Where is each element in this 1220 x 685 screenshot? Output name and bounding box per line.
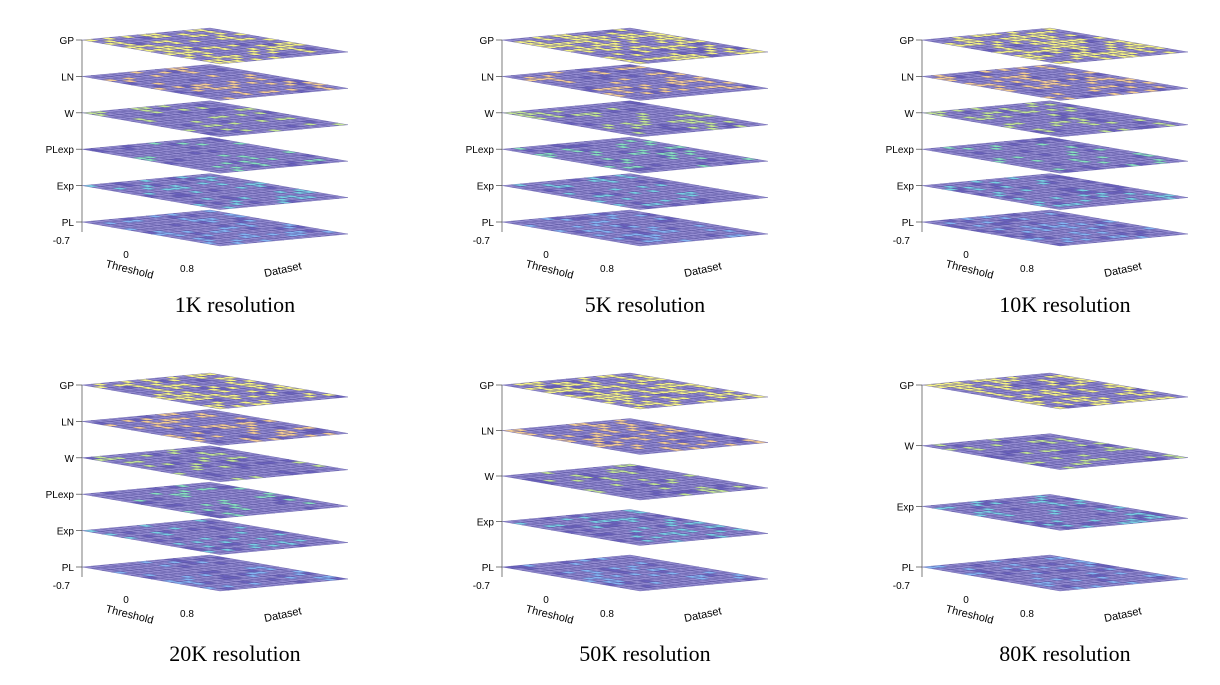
panel-caption: 5K resolution bbox=[495, 292, 795, 318]
x-axis-label: Threshold bbox=[104, 603, 154, 626]
z-tick-label: PL bbox=[902, 218, 915, 229]
z-tick-label: PLexp bbox=[46, 490, 75, 501]
chart-svg: PL Exp PLexp W LN GP -0.7 0 0.8 Threshold Dataset bbox=[870, 10, 1220, 285]
layer-gp bbox=[922, 28, 1188, 64]
x-tick-label: 0.8 bbox=[1020, 264, 1034, 275]
panel-caption: 1K resolution bbox=[85, 292, 385, 318]
layer-plexp bbox=[502, 137, 768, 173]
x-tick-label: 0 bbox=[123, 595, 129, 606]
chart-panel: PL Exp PLexp W LN GP -0.7 0 0.8 Threshold Dataset 2… bbox=[30, 355, 390, 685]
layer-w bbox=[82, 101, 348, 137]
z-tick-label: W bbox=[65, 109, 75, 120]
x-axis-label: Threshold bbox=[524, 258, 574, 281]
x-tick-label: 0 bbox=[963, 250, 969, 261]
z-tick-label: LN bbox=[61, 72, 74, 83]
layer-plexp bbox=[922, 137, 1188, 173]
layer-exp bbox=[82, 174, 348, 210]
layer-exp bbox=[502, 174, 768, 210]
layer-ln bbox=[922, 64, 1188, 100]
y-axis-label: Dataset bbox=[263, 260, 303, 280]
layer-plexp bbox=[82, 482, 348, 518]
layer-plexp bbox=[82, 137, 348, 173]
z-tick-label: LN bbox=[481, 72, 494, 83]
layer-w bbox=[502, 101, 768, 137]
z-tick-label: GP bbox=[60, 381, 75, 392]
x-tick-label: 0.8 bbox=[600, 264, 614, 275]
z-tick-label: W bbox=[65, 454, 75, 465]
z-tick-label: Exp bbox=[477, 182, 495, 193]
x-tick-label: -0.7 bbox=[473, 236, 491, 247]
x-tick-label: 0.8 bbox=[180, 609, 194, 620]
y-axis-label: Dataset bbox=[683, 260, 723, 280]
z-tick-label: PLexp bbox=[46, 145, 75, 156]
y-axis-label: Dataset bbox=[1103, 260, 1143, 280]
z-tick-label: PL bbox=[62, 563, 75, 574]
chart-panel: PL Exp PLexp W LN GP -0.7 0 0.8 Threshold Dataset 5… bbox=[450, 10, 810, 340]
layer-gp bbox=[502, 28, 768, 64]
z-tick-label: LN bbox=[901, 72, 914, 83]
chart-panel: PL Exp PLexp W LN GP -0.7 0 0.8 Threshold Dataset 1… bbox=[30, 10, 390, 340]
z-tick-label: Exp bbox=[897, 182, 915, 193]
z-tick-label: Exp bbox=[57, 182, 75, 193]
layer-pl bbox=[922, 210, 1188, 246]
layer-gp bbox=[82, 373, 348, 409]
chart-svg: PL Exp PLexp W LN GP -0.7 0 0.8 Threshold Dataset bbox=[30, 10, 390, 285]
x-tick-label: -0.7 bbox=[893, 236, 911, 247]
z-tick-label: W bbox=[485, 109, 495, 120]
z-tick-label: PLexp bbox=[886, 145, 915, 156]
z-tick-label: GP bbox=[480, 36, 495, 47]
z-tick-label: Exp bbox=[57, 527, 75, 538]
layer-w bbox=[922, 101, 1188, 137]
z-tick-label: W bbox=[905, 109, 915, 120]
layer-w bbox=[82, 446, 348, 482]
x-axis-label: Threshold bbox=[944, 258, 994, 281]
z-tick-label: PL bbox=[482, 218, 495, 229]
layer-pl bbox=[502, 555, 768, 591]
chart-panel: PL Exp PLexp W LN GP -0.7 0 0.8 Threshold Dataset 1… bbox=[870, 10, 1220, 340]
x-tick-label: -0.7 bbox=[53, 581, 71, 592]
x-tick-label: 0 bbox=[543, 250, 549, 261]
layer-pl bbox=[82, 210, 348, 246]
layer-gp bbox=[82, 28, 348, 64]
x-tick-label: 0.8 bbox=[180, 264, 194, 275]
chart-svg: PL Exp PLexp W LN GP -0.7 0 0.8 Threshold Dataset bbox=[30, 355, 390, 630]
panel-caption: 10K resolution bbox=[915, 292, 1215, 318]
layer-exp bbox=[82, 519, 348, 555]
panel-caption: 20K resolution bbox=[85, 641, 385, 667]
z-tick-label: GP bbox=[900, 36, 915, 47]
z-tick-label: PLexp bbox=[466, 145, 495, 156]
x-axis-label: Threshold bbox=[104, 258, 154, 281]
layer-ln bbox=[82, 409, 348, 445]
layer-ln bbox=[82, 64, 348, 100]
layer-ln bbox=[502, 64, 768, 100]
layer-pl bbox=[82, 555, 348, 591]
z-tick-label: LN bbox=[61, 417, 74, 428]
x-tick-label: 0 bbox=[123, 250, 129, 261]
layer-pl bbox=[502, 210, 768, 246]
x-tick-label: -0.7 bbox=[53, 236, 71, 247]
layer-exp bbox=[922, 174, 1188, 210]
z-tick-label: PL bbox=[62, 218, 75, 229]
y-axis-label: Dataset bbox=[263, 605, 303, 625]
z-tick-label: GP bbox=[60, 36, 75, 47]
chart-svg: PL Exp PLexp W LN GP -0.7 0 0.8 Threshold Dataset bbox=[450, 10, 810, 285]
